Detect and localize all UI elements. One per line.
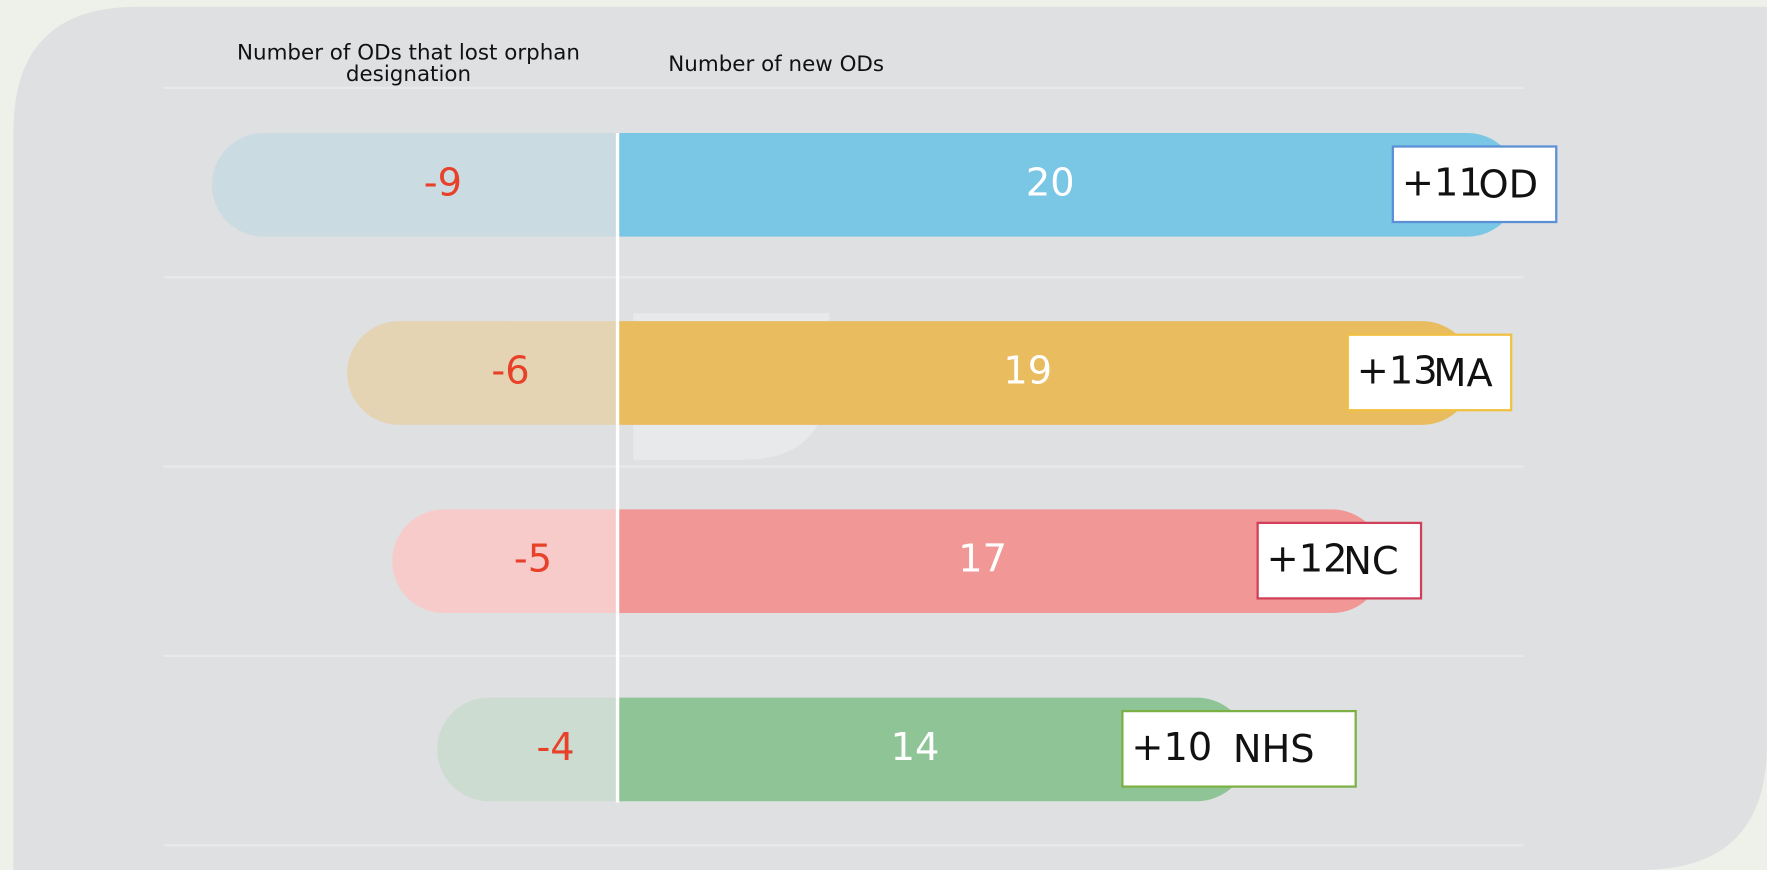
header-lost: Number of ODs that lost orphan designati…: [236, 42, 581, 87]
net-label: +12: [1267, 537, 1348, 582]
header-lost-box: Number of ODs that lost orphan designati…: [236, 42, 581, 87]
category-label: NHS: [1233, 727, 1315, 772]
net-box: [1256, 521, 1423, 600]
bar-lost: [347, 321, 618, 425]
bar-lost: [437, 697, 618, 802]
category-label: OD: [1479, 163, 1539, 208]
value-label-new: 20: [1026, 160, 1075, 205]
value-label-lost: -5: [514, 537, 552, 582]
value-label-lost: -4: [536, 725, 574, 770]
bar-lost: [392, 509, 618, 614]
net-label: +10: [1131, 725, 1212, 770]
net-label: +11: [1402, 160, 1483, 205]
net-box: [1391, 145, 1558, 224]
net-label: +13: [1357, 349, 1438, 394]
grid: [163, 86, 1524, 847]
value-label-lost: -9: [424, 160, 462, 205]
bar-new: [617, 321, 1474, 425]
net-box: [1121, 709, 1357, 788]
bar-lost: [211, 132, 618, 237]
value-label-lost: -6: [491, 349, 529, 394]
value-label-new: 19: [1003, 349, 1052, 394]
bar-new: [617, 697, 1249, 802]
bars: [211, 132, 1520, 802]
category-label: MA: [1433, 351, 1492, 396]
value-label-new: 17: [958, 537, 1007, 582]
bar-new: [617, 132, 1520, 237]
bar-new: [617, 509, 1384, 614]
net-box: [1346, 333, 1513, 412]
value-label-new: 14: [891, 725, 940, 770]
category-label: NC: [1343, 539, 1398, 584]
header-new: Number of new ODs: [668, 54, 885, 77]
header-new-box: Number of new ODs: [668, 54, 885, 77]
